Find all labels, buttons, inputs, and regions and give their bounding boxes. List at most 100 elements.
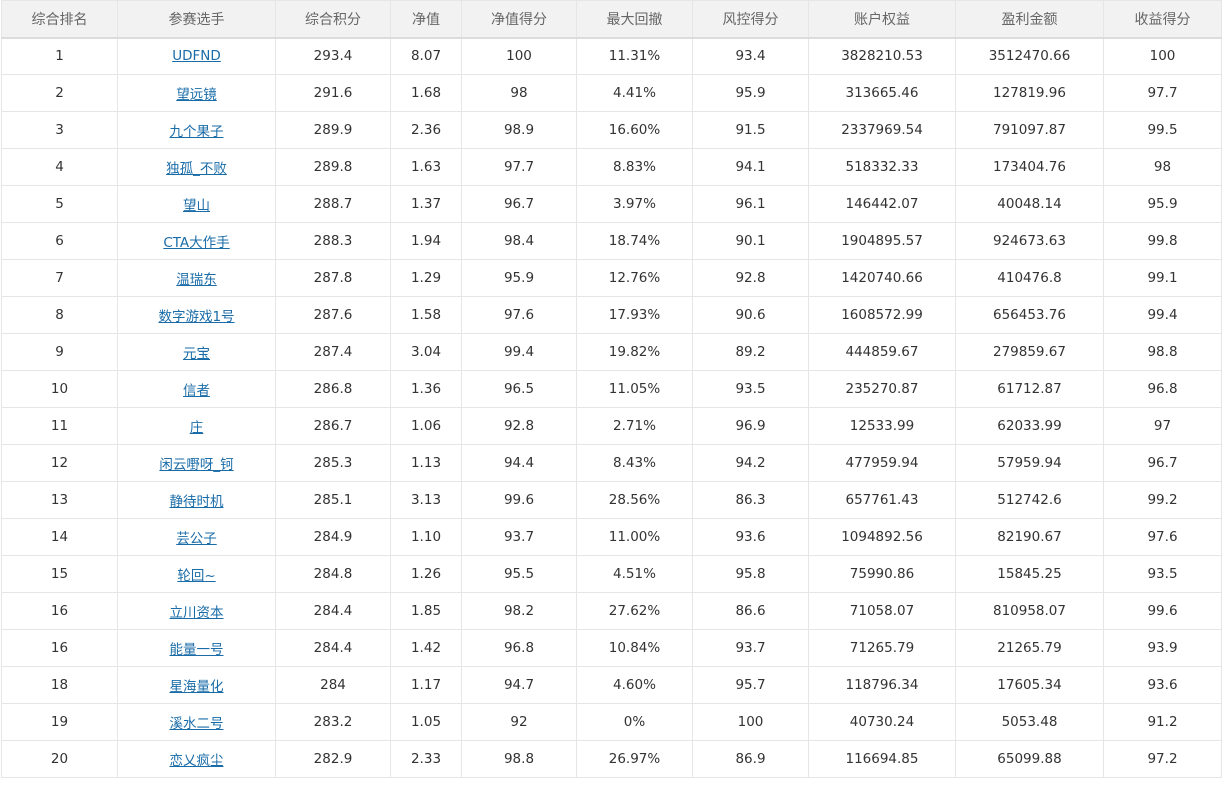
profit-amount-cell: 512742.6 [955, 481, 1104, 519]
player-cell: 独孤_不败 [117, 148, 276, 186]
profit-amount-cell: 21265.79 [955, 629, 1104, 667]
account-equity-cell: 2337969.54 [808, 111, 956, 149]
net-value-cell: 2.33 [390, 740, 462, 778]
table-row: 12 闲云嘢呀_钶 285.3 1.13 94.4 8.43% 94.2 477959.94 5… [1, 444, 1222, 482]
player-name-link[interactable]: 溪水二号 [169, 716, 224, 732]
table-row: 2 望远镜 291.6 1.68 98 4.41% 95.9 313665.46 127819.… [1, 74, 1222, 112]
risk-score-cell: 89.2 [692, 333, 809, 371]
net-value-cell: 1.36 [390, 370, 462, 408]
player-name-link[interactable]: 芸公子 [176, 531, 217, 547]
net-value-score-cell: 96.7 [461, 185, 577, 223]
player-name-link[interactable]: 闲云嘢呀_钶 [159, 457, 234, 473]
net-value-score-cell: 97.7 [461, 148, 577, 186]
player-name-link[interactable]: CTA大作手 [163, 235, 230, 251]
return-score-cell: 98.8 [1103, 333, 1222, 371]
player-name-link[interactable]: 元宝 [183, 346, 210, 362]
player-cell: 望远镜 [117, 74, 276, 112]
player-name-link[interactable]: 温瑞东 [176, 272, 217, 288]
risk-score-cell: 93.5 [692, 370, 809, 408]
player-name-link[interactable]: 立川资本 [169, 605, 224, 621]
risk-score-cell: 86.9 [692, 740, 809, 778]
player-name-link[interactable]: 轮回~ [177, 568, 216, 584]
header-row: 综合排名 参赛选手 综合积分 净值 净值得分 最大回撤 风控得分 账户权益 盈利… [1, 0, 1222, 39]
header-max-drawdown[interactable]: 最大回撤 [576, 0, 693, 39]
return-score-cell: 93.9 [1103, 629, 1222, 667]
profit-amount-cell: 40048.14 [955, 185, 1104, 223]
return-score-cell: 99.6 [1103, 592, 1222, 630]
player-name-link[interactable]: 恋乂疯尘 [169, 753, 224, 769]
table-row: 18 星海量化 284 1.17 94.7 4.60% 95.7 118796.34 17605… [1, 666, 1222, 704]
risk-score-cell: 91.5 [692, 111, 809, 149]
net-value-cell: 3.04 [390, 333, 462, 371]
risk-score-cell: 86.3 [692, 481, 809, 519]
risk-score-cell: 92.8 [692, 259, 809, 297]
profit-amount-cell: 82190.67 [955, 518, 1104, 556]
header-profit-amount[interactable]: 盈利金额 [955, 0, 1104, 39]
net-value-score-cell: 92 [461, 703, 577, 741]
rank-cell: 9 [1, 333, 118, 371]
total-score-cell: 293.4 [275, 37, 391, 75]
rank-cell: 13 [1, 481, 118, 519]
player-name-link[interactable]: 星海量化 [169, 679, 224, 695]
header-total-score[interactable]: 综合积分 [275, 0, 391, 39]
profit-amount-cell: 17605.34 [955, 666, 1104, 704]
profit-amount-cell: 57959.94 [955, 444, 1104, 482]
player-name-link[interactable]: 信者 [183, 383, 210, 399]
net-value-score-cell: 94.7 [461, 666, 577, 704]
risk-score-cell: 95.7 [692, 666, 809, 704]
player-name-link[interactable]: 独孤_不败 [166, 161, 227, 177]
net-value-cell: 1.85 [390, 592, 462, 630]
max-drawdown-cell: 8.83% [576, 148, 693, 186]
return-score-cell: 97.7 [1103, 74, 1222, 112]
header-account-equity[interactable]: 账户权益 [808, 0, 956, 39]
header-net-value[interactable]: 净值 [390, 0, 462, 39]
player-name-link[interactable]: 庄 [189, 420, 204, 436]
account-equity-cell: 235270.87 [808, 370, 956, 408]
net-value-cell: 1.17 [390, 666, 462, 704]
table-row: 4 独孤_不败 289.8 1.63 97.7 8.83% 94.1 518332.33 173… [1, 148, 1222, 186]
account-equity-cell: 1094892.56 [808, 518, 956, 556]
player-name-link[interactable]: UDFND [172, 48, 221, 65]
header-risk-score[interactable]: 风控得分 [692, 0, 809, 39]
net-value-score-cell: 99.4 [461, 333, 577, 371]
total-score-cell: 284 [275, 666, 391, 704]
return-score-cell: 99.4 [1103, 296, 1222, 334]
max-drawdown-cell: 11.31% [576, 37, 693, 75]
net-value-cell: 1.29 [390, 259, 462, 297]
player-cell: 数字游戏1号 [117, 296, 276, 334]
return-score-cell: 93.5 [1103, 555, 1222, 593]
player-name-link[interactable]: 望山 [183, 198, 210, 214]
player-cell: 静待时机 [117, 481, 276, 519]
risk-score-cell: 93.4 [692, 37, 809, 75]
risk-score-cell: 90.6 [692, 296, 809, 334]
player-cell: 闲云嘢呀_钶 [117, 444, 276, 482]
total-score-cell: 283.2 [275, 703, 391, 741]
max-drawdown-cell: 0% [576, 703, 693, 741]
max-drawdown-cell: 26.97% [576, 740, 693, 778]
player-cell: 温瑞东 [117, 259, 276, 297]
header-rank[interactable]: 综合排名 [1, 0, 118, 39]
profit-amount-cell: 65099.88 [955, 740, 1104, 778]
player-cell: 溪水二号 [117, 703, 276, 741]
account-equity-cell: 71265.79 [808, 629, 956, 667]
net-value-score-cell: 98 [461, 74, 577, 112]
net-value-cell: 1.10 [390, 518, 462, 556]
player-name-link[interactable]: 静待时机 [169, 494, 224, 510]
header-player[interactable]: 参赛选手 [117, 0, 276, 39]
header-net-value-score[interactable]: 净值得分 [461, 0, 577, 39]
table-body: 1 UDFND 293.4 8.07 100 11.31% 93.4 3828210.53 35… [1, 37, 1222, 778]
account-equity-cell: 657761.43 [808, 481, 956, 519]
net-value-cell: 1.26 [390, 555, 462, 593]
player-cell: UDFND [117, 37, 276, 75]
table-row: 6 CTA大作手 288.3 1.94 98.4 18.74% 90.1 1904895.57… [1, 222, 1222, 260]
player-name-link[interactable]: 数字游戏1号 [158, 309, 235, 325]
player-name-link[interactable]: 能量一号 [169, 642, 224, 658]
table-row: 10 信者 286.8 1.36 96.5 11.05% 93.5 235270.87 6171… [1, 370, 1222, 408]
header-return-score[interactable]: 收益得分 [1103, 0, 1222, 39]
total-score-cell: 284.4 [275, 592, 391, 630]
return-score-cell: 97.6 [1103, 518, 1222, 556]
risk-score-cell: 93.7 [692, 629, 809, 667]
player-name-link[interactable]: 望远镜 [176, 87, 217, 103]
return-score-cell: 97.2 [1103, 740, 1222, 778]
player-name-link[interactable]: 九个果子 [169, 124, 224, 140]
